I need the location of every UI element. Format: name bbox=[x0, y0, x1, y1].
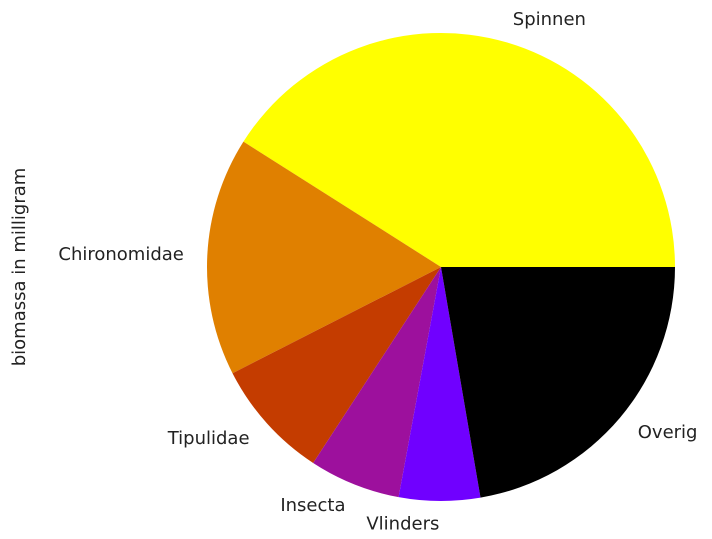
pie-slice bbox=[313, 267, 441, 498]
slice-label: Tipulidae bbox=[167, 428, 250, 449]
y-axis-label: biomassa in milligram bbox=[9, 168, 30, 367]
slice-label: Chironomidae bbox=[58, 244, 183, 265]
pie-slice bbox=[232, 267, 441, 463]
pie-slice bbox=[243, 33, 676, 267]
slice-label: Vlinders bbox=[366, 513, 439, 534]
slice-label: Spinnen bbox=[513, 9, 586, 30]
pie-slice bbox=[441, 267, 675, 498]
pie-slice bbox=[398, 267, 481, 502]
slice-label: Insecta bbox=[280, 495, 345, 516]
pie-slice bbox=[207, 141, 441, 374]
slice-label: Overig bbox=[638, 422, 698, 443]
